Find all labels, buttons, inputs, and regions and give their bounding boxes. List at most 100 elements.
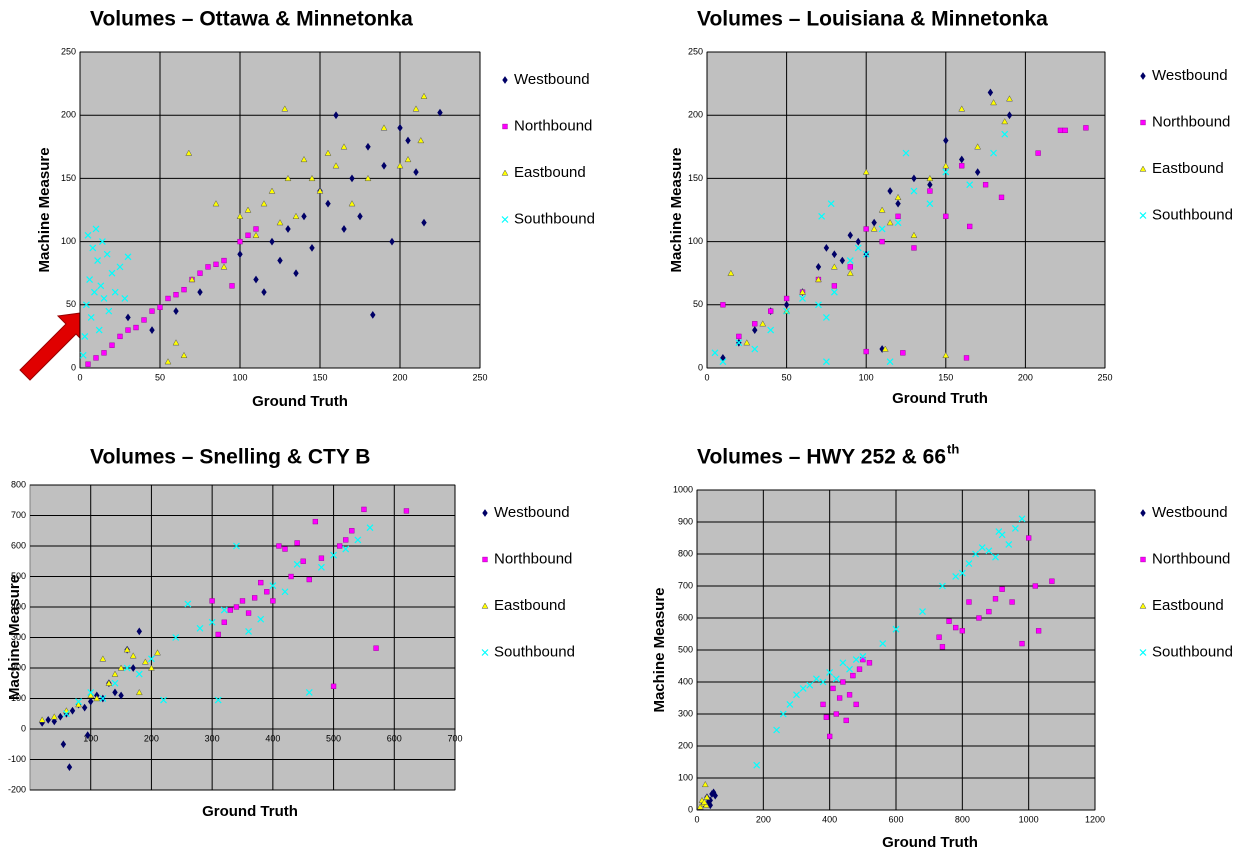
point — [215, 631, 221, 638]
point — [93, 694, 101, 702]
point — [1001, 118, 1009, 125]
point — [330, 551, 337, 559]
plot-area — [706, 51, 1106, 369]
y-tick-label: 100 — [678, 772, 693, 782]
point — [160, 696, 167, 704]
legend-label: Eastbound — [514, 164, 586, 181]
point — [846, 269, 854, 276]
y-tick-label: 200 — [11, 662, 26, 672]
point — [308, 174, 316, 182]
point — [705, 798, 712, 806]
point — [974, 168, 981, 176]
point — [87, 688, 95, 696]
point — [75, 701, 82, 708]
point — [966, 181, 974, 189]
legend-marker — [502, 123, 508, 130]
x-tick-label: 1000 — [1019, 814, 1039, 824]
point — [197, 270, 203, 276]
point — [833, 711, 839, 717]
point — [396, 162, 404, 169]
y-tick-label: 400 — [11, 601, 26, 611]
point — [245, 627, 252, 635]
point — [184, 600, 192, 608]
point — [364, 174, 372, 182]
x-tick-label: 100 — [83, 733, 98, 743]
point — [233, 604, 240, 610]
point — [97, 282, 105, 290]
point — [939, 644, 946, 650]
point — [815, 263, 822, 271]
point — [84, 731, 91, 739]
point — [910, 231, 918, 238]
point — [220, 606, 228, 614]
legend-label: Eastbound — [1152, 597, 1224, 614]
point — [853, 701, 859, 708]
point — [943, 136, 949, 145]
point — [823, 244, 830, 252]
point — [136, 627, 142, 636]
point — [84, 231, 92, 239]
point — [1018, 515, 1026, 523]
point — [342, 545, 350, 553]
y-tick-label: 300 — [11, 632, 26, 642]
x-tick-label: 800 — [955, 814, 970, 824]
point — [879, 238, 885, 245]
point — [258, 579, 264, 586]
legend-label: Northbound — [494, 550, 572, 567]
point — [141, 317, 147, 323]
point — [836, 695, 843, 701]
point — [995, 528, 1003, 536]
y-tick-label: 500 — [678, 644, 693, 654]
point — [900, 350, 906, 356]
legend-label: Southbound — [514, 210, 595, 227]
point — [967, 223, 973, 230]
point — [696, 803, 704, 810]
legend-label: Westbound — [494, 504, 570, 521]
point — [343, 537, 349, 543]
point — [105, 307, 113, 315]
point — [284, 174, 292, 182]
y-tick-label: 400 — [678, 676, 693, 686]
point — [349, 528, 355, 534]
point — [324, 149, 332, 156]
point — [50, 713, 58, 720]
x-tick-label: 0 — [77, 372, 82, 382]
point — [60, 740, 67, 749]
point — [260, 200, 268, 207]
legend-marker — [481, 602, 489, 609]
y-axis-label: Machine Measure — [36, 147, 53, 272]
point — [405, 136, 411, 145]
point — [846, 257, 854, 264]
point — [149, 326, 155, 334]
point — [959, 155, 965, 164]
legend-marker — [1140, 119, 1146, 126]
point — [172, 634, 180, 641]
y-tick-label: 200 — [61, 110, 76, 120]
legend-label: Northbound — [1152, 113, 1230, 130]
point — [111, 670, 119, 677]
point — [719, 358, 727, 366]
point — [81, 703, 88, 712]
point — [389, 237, 395, 246]
point — [942, 351, 950, 359]
legend-marker — [1140, 509, 1146, 517]
point — [300, 558, 306, 564]
y-tick-label: 100 — [11, 693, 26, 703]
point — [847, 231, 853, 240]
y-tick-label: 100 — [688, 236, 703, 246]
point — [927, 180, 933, 189]
point — [237, 250, 243, 259]
point — [123, 646, 131, 653]
point — [1009, 599, 1015, 605]
point — [63, 710, 70, 718]
point — [863, 348, 869, 355]
point — [892, 625, 900, 633]
point — [902, 149, 910, 157]
point — [293, 269, 299, 278]
point — [253, 275, 259, 284]
point — [101, 350, 107, 356]
point — [341, 225, 347, 233]
point — [125, 327, 131, 333]
point — [966, 599, 972, 605]
point — [251, 595, 258, 601]
